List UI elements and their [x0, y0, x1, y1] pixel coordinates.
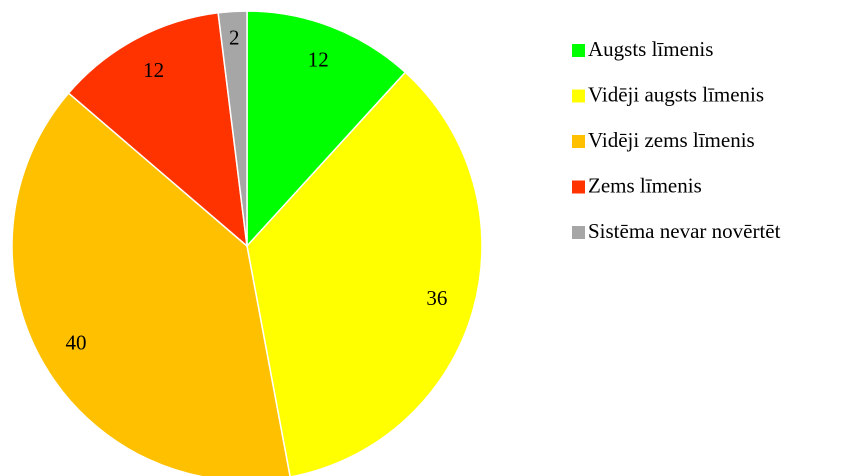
legend-swatch [572, 89, 585, 103]
legend-swatch [572, 44, 585, 57]
data-label: 12 [308, 48, 329, 72]
pie-slice [246, 71, 483, 476]
pie-slice [217, 10, 248, 247]
legend-label: Vidēji zems līmenis [588, 128, 755, 152]
data-label: 36 [426, 286, 447, 310]
pie-slice [11, 92, 291, 476]
data-label: 40 [66, 331, 87, 355]
pie-slice [246, 10, 407, 248]
legend-swatch [572, 135, 585, 148]
legend-label: Vidēji augsts līmenis [588, 82, 764, 106]
pie-slice [67, 11, 248, 248]
legend-label: Augsts līmenis [588, 37, 713, 61]
data-label: 2 [229, 25, 240, 49]
legend-label: Zems līmenis [588, 173, 702, 197]
legend-swatch [572, 226, 585, 239]
legend-label: Sistēma nevar novērtēt [588, 219, 781, 243]
data-label: 12 [143, 58, 164, 82]
legend-swatch [572, 180, 585, 194]
